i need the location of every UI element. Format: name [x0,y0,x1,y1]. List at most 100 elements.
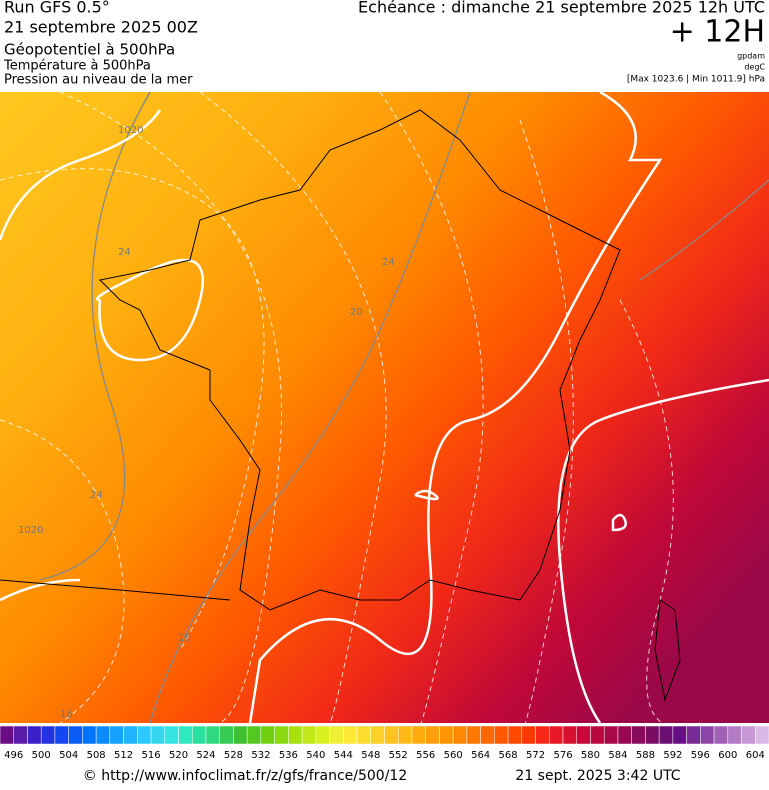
contour-label: 24 [90,490,103,501]
colorbar-label: 564 [471,750,490,761]
colorbar-label: 588 [636,750,655,761]
color-swatch [425,725,440,745]
color-swatch [466,725,481,745]
contour-label: 20 [350,307,363,318]
temperature-field [0,92,769,723]
color-swatch [370,725,385,745]
colorbar-label: 520 [169,750,188,761]
contour-label: 24 [118,247,131,258]
contour-label: 24 [382,257,395,268]
unit: [Max 1023.6 | Min 1011.9] hPa [627,75,765,85]
color-swatch [384,725,399,745]
isotherms [39,91,769,724]
color-swatch [452,725,468,745]
color-swatch [246,725,262,745]
color-swatch [137,725,152,745]
color-swatch [40,725,56,745]
contour-label: 1020 [118,125,143,136]
colorbar-label: 504 [59,750,78,761]
color-swatch [68,725,83,745]
colorbar-label: 584 [608,750,627,761]
color-swatch [0,725,14,745]
color-swatch [343,725,358,745]
color-swatch [521,725,536,745]
colorbar-label: 552 [389,750,408,761]
color-swatch [535,725,550,745]
color-swatch [192,725,207,745]
unit: gpdam [737,52,765,61]
color-swatch [494,725,509,745]
colorbar-label: 592 [663,750,682,761]
color-swatch [645,725,660,745]
color-swatch [700,725,715,745]
colorbar-label: 516 [142,750,161,761]
colorbar-label: 556 [416,750,435,761]
color-swatch [590,725,605,745]
timestamp: 21 sept. 2025 3:42 UTC [515,768,680,784]
colorbar-label: 548 [361,750,380,761]
colorbar-label: 576 [553,750,572,761]
color-swatch [54,725,69,745]
color-swatch [178,725,193,745]
run: Run GFS 0.5° [4,0,110,17]
header: Run GFS 0.5° 21 septembre 2025 00Z Géopo… [3,0,765,88]
color-swatch [150,725,166,745]
coastline [0,109,621,611]
color-swatch [631,725,646,745]
unit: degC [744,63,765,72]
color-swatch [672,725,687,745]
contour-label: 16 [178,633,191,644]
colorbar-label: 528 [224,750,243,761]
color-swatch [109,725,124,745]
color-swatch [95,725,111,745]
color-swatch [562,725,578,745]
color-swatch [397,725,413,745]
color-swatch [480,725,495,745]
colorbar-label: 536 [279,750,298,761]
forecast: Echéance : dimanche 21 septembre 2025 12… [358,0,765,17]
colorbar-label: 508 [87,750,106,761]
colorbar-label: 532 [251,750,270,761]
color-swatch [658,725,674,745]
colorbar-label: 496 [4,750,23,761]
color-swatch [329,725,344,745]
corsica [654,599,681,702]
color-swatch [288,725,303,745]
color-swatch [411,725,426,745]
color-swatch [219,725,234,745]
color-swatch [603,725,619,745]
color-swatch [260,725,275,745]
colorbar-label: 500 [32,750,51,761]
colorbar-label: 524 [196,750,215,761]
colorbar: 496 500 504 508 512 516 520 524 528 532 536 540 544 5… [0,725,769,761]
geopotential [0,90,769,724]
colorbar-label: 568 [499,750,518,761]
colorbar-label: 580 [581,750,600,761]
color-swatch [617,725,632,745]
color-swatch [439,725,454,745]
color-swatch [301,725,317,745]
subtitle: Pression au niveau de la mer [4,73,193,88]
color-swatch [549,725,564,745]
color-swatch [356,725,372,745]
colorbar-label: 600 [718,750,737,761]
colorbar-label: 560 [444,750,463,761]
subtitle: Température à 500hPa [3,59,151,74]
color-swatch [315,725,330,745]
colorbar-label: 572 [526,750,545,761]
colorbar-label: 544 [334,750,353,761]
colorbar-label: 540 [306,750,325,761]
color-swatch [27,725,42,745]
contour-label: 16 [60,709,73,720]
colorbar-label: 596 [691,750,710,761]
color-swatch [727,725,742,745]
color-swatch [274,725,289,745]
color-swatch [82,725,97,745]
color-swatch [686,725,701,745]
color-swatch [233,725,248,745]
run-date: 21 septembre 2025 00Z [4,18,198,37]
